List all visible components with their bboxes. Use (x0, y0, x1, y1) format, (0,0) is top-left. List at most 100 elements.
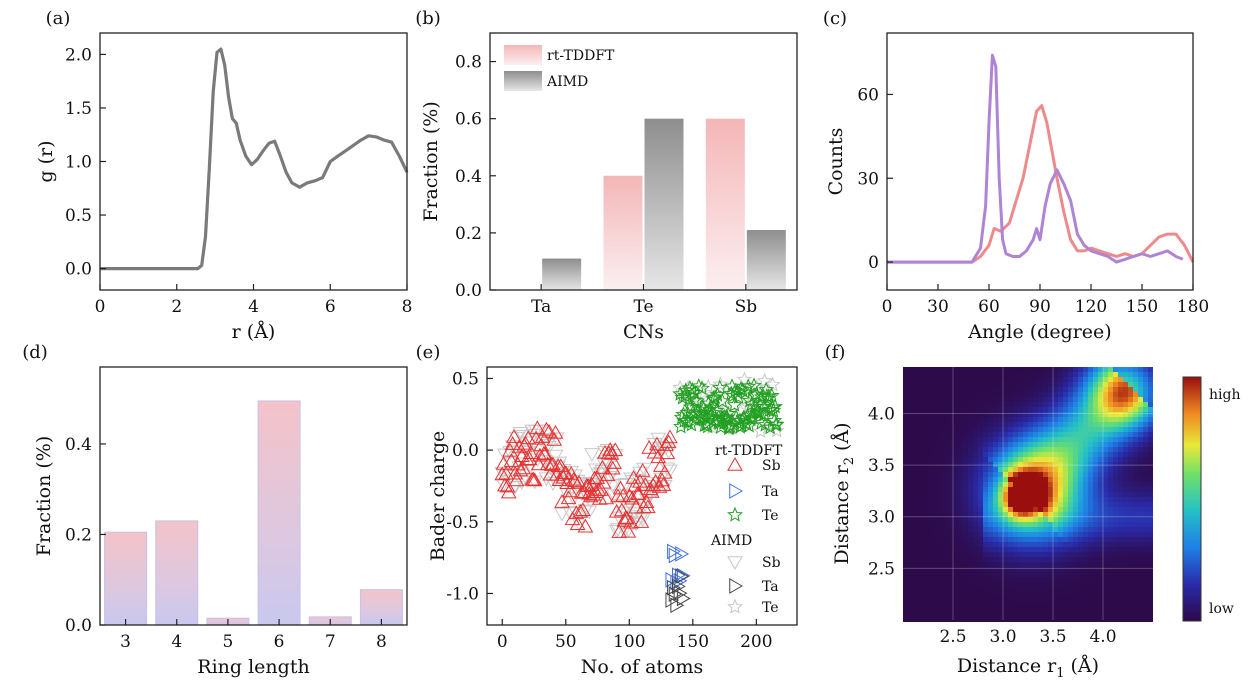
heat-cell (1103, 467, 1108, 472)
heat-cell (1123, 457, 1128, 462)
heat-cell (983, 407, 988, 412)
heat-cell (1128, 467, 1133, 472)
heat-cell (1068, 392, 1073, 397)
heat-cell (988, 417, 993, 422)
heat-cell (1088, 597, 1093, 602)
heat-cell (943, 517, 948, 522)
heat-cell (1103, 457, 1108, 462)
heat-cell (1028, 577, 1033, 582)
heat-cell (968, 592, 973, 597)
heat-cell (1018, 572, 1023, 577)
heat-cell (978, 417, 983, 422)
heat-cell (1048, 417, 1053, 422)
heat-cell (1063, 612, 1068, 617)
heat-cell (978, 387, 983, 392)
heat-cell (1053, 417, 1058, 422)
heat-cell (1043, 452, 1048, 457)
heat-cell (978, 497, 983, 502)
heat-cell (1063, 397, 1068, 402)
heat-cell (1028, 402, 1033, 407)
heat-cell (968, 552, 973, 557)
heat-cell (1043, 572, 1048, 577)
heat-cell (903, 617, 908, 622)
heat-cell (1033, 542, 1038, 547)
heat-cell (958, 517, 963, 522)
heat-cell (1093, 557, 1098, 562)
heat-cell (1028, 517, 1033, 522)
heat-cell (1008, 417, 1013, 422)
heat-cell (1138, 537, 1143, 542)
heat-cell (983, 562, 988, 567)
plot-frame (486, 366, 798, 626)
heat-cell (1068, 587, 1073, 592)
heat-cell (1098, 412, 1103, 417)
heat-cell (1113, 617, 1118, 622)
y-axis-label-unit: (Å) (831, 422, 853, 457)
heat-cell (918, 472, 923, 477)
heat-cell (908, 462, 913, 467)
heat-cell (1028, 557, 1033, 562)
heat-cell (993, 487, 998, 492)
heat-cell (1013, 482, 1018, 487)
heat-cell (1148, 612, 1153, 617)
point-rttddft-sb (608, 503, 625, 518)
heat-cell (1128, 397, 1133, 402)
heat-cell (918, 617, 923, 622)
heat-cell (918, 577, 923, 582)
heat-cell (963, 572, 968, 577)
heat-cell (973, 492, 978, 497)
heat-cell (1023, 472, 1028, 477)
heat-cell (1098, 382, 1103, 387)
heat-cell (1033, 467, 1038, 472)
heat-cell (963, 577, 968, 582)
heat-cell (1018, 517, 1023, 522)
heat-cell (1118, 457, 1123, 462)
heat-cell (1103, 587, 1108, 592)
heat-cell (928, 577, 933, 582)
heat-cell (988, 542, 993, 547)
heat-cell (1008, 377, 1013, 382)
heat-cell (1058, 457, 1063, 462)
heat-cell (928, 557, 933, 562)
heat-cell (1033, 422, 1038, 427)
heat-cell (908, 542, 913, 547)
heat-cell (1073, 387, 1078, 392)
heat-cell (958, 472, 963, 477)
point-rttddft-sb (528, 430, 544, 445)
heat-cell (973, 582, 978, 587)
heat-cell (1053, 602, 1058, 607)
heat-cell (933, 582, 938, 587)
heat-cell (943, 447, 948, 452)
heat-cell (983, 452, 988, 457)
heat-cell (1098, 367, 1103, 372)
heat-cell (1008, 422, 1013, 427)
heat-cell (948, 497, 953, 502)
heat-cell (943, 417, 948, 422)
heat-cell (1053, 507, 1058, 512)
heat-cell (1033, 487, 1038, 492)
heat-cell (1088, 552, 1093, 557)
heat-cell (908, 407, 913, 412)
heat-cell (903, 592, 908, 597)
point-aimd-sb (634, 513, 651, 528)
heat-cell (973, 452, 978, 457)
heat-cell (993, 387, 998, 392)
heat-cell (1023, 422, 1028, 427)
heat-cell (948, 482, 953, 487)
heat-cell (993, 462, 998, 467)
heat-cell (908, 547, 913, 552)
heat-cell (1038, 547, 1043, 552)
heat-cell (1013, 497, 1018, 502)
heat-cell (918, 517, 923, 522)
heat-cell (1083, 507, 1088, 512)
heat-cell (903, 477, 908, 482)
heat-cell (1038, 442, 1043, 447)
heat-cell (968, 457, 973, 462)
point-aimd-sb (636, 462, 652, 477)
heat-cell (1108, 392, 1113, 397)
heat-cell (1018, 382, 1023, 387)
heat-cell (968, 537, 973, 542)
heat-cell (1148, 532, 1153, 537)
heat-cell (1053, 462, 1058, 467)
